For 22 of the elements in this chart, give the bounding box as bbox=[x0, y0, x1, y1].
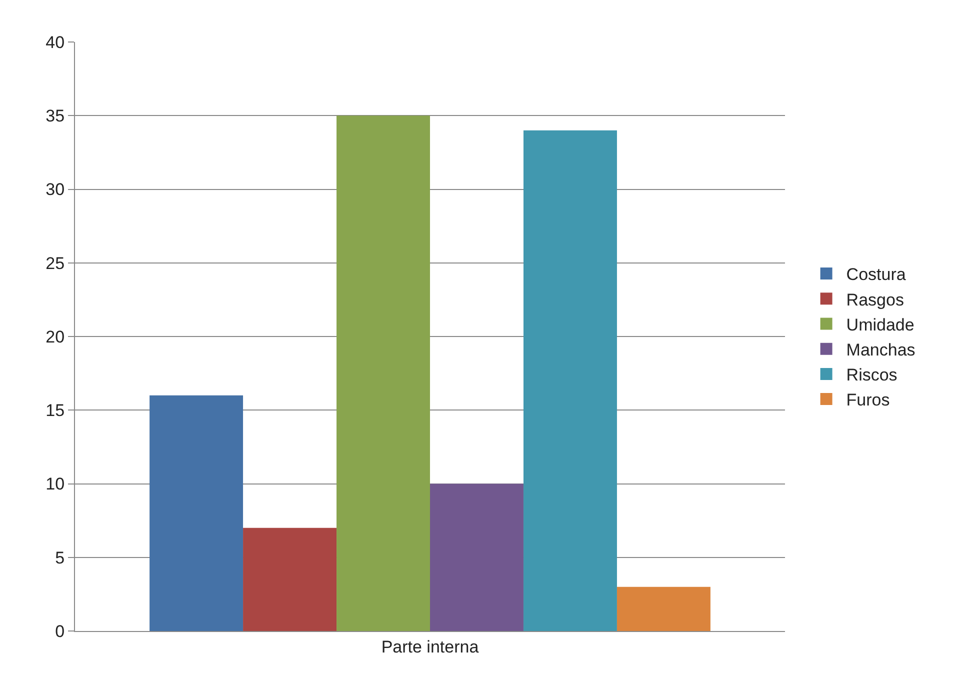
legend-label: Rasgos bbox=[846, 290, 904, 310]
y-tick-label: 15 bbox=[46, 401, 65, 420]
y-tick-label: 40 bbox=[46, 32, 65, 52]
bar bbox=[430, 484, 524, 631]
legend-label: Umidade bbox=[846, 315, 914, 334]
bar bbox=[523, 130, 617, 631]
legend-label: Manchas bbox=[846, 340, 916, 360]
y-tick-label: 25 bbox=[46, 254, 65, 273]
x-tick-label: Parte interna bbox=[381, 637, 480, 656]
bar bbox=[336, 116, 430, 631]
y-tick-label: 35 bbox=[46, 106, 65, 126]
y-tick-label: 30 bbox=[46, 180, 65, 200]
legend-label: Costura bbox=[846, 265, 906, 284]
y-tick-label: 0 bbox=[55, 622, 65, 641]
y-tick-label: 5 bbox=[55, 548, 65, 568]
legend-label: Furos bbox=[846, 390, 890, 410]
y-tick-label: 10 bbox=[46, 474, 65, 494]
legend-label: Riscos bbox=[846, 366, 898, 385]
y-tick-label: 20 bbox=[46, 327, 65, 346]
bar bbox=[150, 395, 244, 631]
bar bbox=[616, 586, 710, 631]
bar bbox=[243, 528, 337, 631]
